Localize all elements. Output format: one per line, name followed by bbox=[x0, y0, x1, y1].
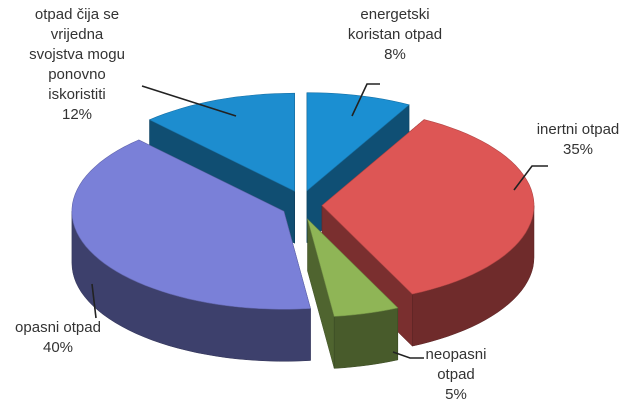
value-label: 8% bbox=[384, 46, 406, 63]
slice-label: inertni otpad 35% bbox=[520, 120, 636, 160]
value-label: 12% bbox=[61, 106, 93, 123]
category-name: inertni otpad bbox=[536, 121, 620, 138]
leader-line bbox=[351, 83, 380, 117]
leader-line bbox=[513, 165, 548, 191]
category-name: opasni otpad bbox=[15, 319, 101, 336]
category-name: energetski koristan otpad bbox=[347, 6, 443, 43]
slice bbox=[148, 92, 295, 192]
slice bbox=[307, 218, 399, 317]
slice-label: neopasni otpad 5% bbox=[420, 345, 492, 405]
value-label: 35% bbox=[562, 141, 594, 158]
slice-label: energetski koristan otpad 8% bbox=[335, 5, 455, 65]
leader-line bbox=[141, 85, 237, 117]
slice-wall bbox=[333, 307, 399, 369]
leader-line bbox=[392, 351, 424, 359]
slice-label: otpad čija se vrijedna svojstva mogu pon… bbox=[22, 5, 132, 125]
slice bbox=[321, 119, 535, 295]
slice bbox=[306, 92, 410, 192]
value-label: 40% bbox=[42, 339, 74, 356]
value-label: 5% bbox=[445, 386, 467, 403]
slice bbox=[71, 139, 311, 310]
slice-label: opasni otpad 40% bbox=[5, 318, 111, 358]
category-name: otpad čija se vrijedna svojstva mogu pon… bbox=[29, 6, 125, 103]
leader-line bbox=[91, 283, 97, 319]
category-name: neopasni otpad bbox=[425, 346, 487, 383]
